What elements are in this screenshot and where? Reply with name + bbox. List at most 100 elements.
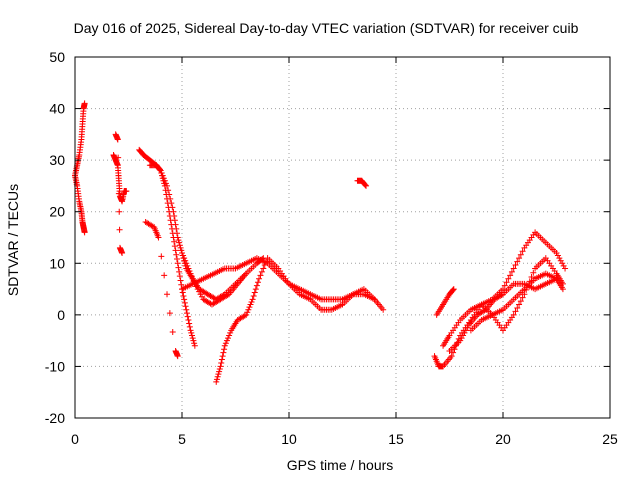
data-point: [160, 175, 167, 182]
data-point: [226, 332, 233, 339]
data-point: [176, 273, 183, 280]
data-point: [174, 255, 181, 262]
data-point: [247, 301, 254, 308]
data-point: [258, 268, 265, 275]
data-point: [186, 268, 193, 275]
data-point: [193, 283, 200, 290]
data-point: [557, 257, 564, 264]
data-point: [218, 356, 225, 363]
data-point: [553, 249, 560, 256]
data-point: [175, 264, 182, 271]
data-point: [254, 279, 261, 286]
data-point: [514, 258, 521, 265]
data-point: [512, 308, 519, 315]
data-point: [507, 272, 514, 279]
data-point: [187, 327, 194, 334]
data-point: [510, 265, 517, 272]
data-point: [81, 100, 88, 107]
y-tick-label: -20: [45, 410, 65, 426]
data-point: [170, 208, 177, 215]
data-point: [172, 247, 179, 254]
series-sat-f: [146, 162, 267, 303]
data-point: [553, 275, 560, 282]
data-point: [222, 340, 229, 347]
data-point: [215, 371, 222, 378]
data-point: [220, 349, 227, 356]
data-point: [166, 191, 173, 198]
data-point: [179, 289, 186, 296]
data-point: [500, 286, 506, 293]
axis-ticks: 0 5 10 15 20 25 -20 -10 0 10 20 30 40 50: [45, 49, 618, 447]
grid: [75, 57, 610, 418]
data-point: [115, 154, 122, 161]
data-point: [181, 299, 188, 306]
data-point: [560, 262, 567, 269]
data-point: [167, 195, 174, 202]
data-point: [508, 268, 515, 275]
series-sat-m: [440, 255, 566, 349]
y-tick-label: 0: [57, 307, 65, 323]
data-point: [562, 265, 569, 272]
data-point: [225, 335, 232, 342]
data-point: [519, 294, 526, 301]
series-sat-l: [431, 229, 569, 370]
data-point: [174, 353, 181, 360]
data-point: [250, 292, 257, 299]
series-sat-d: [112, 131, 126, 256]
y-tick-label: 30: [49, 152, 65, 168]
data-point: [161, 272, 168, 279]
data-point: [116, 208, 123, 215]
data-point: [115, 190, 122, 197]
data-point: [257, 272, 264, 279]
data-point: [248, 298, 255, 305]
data-point: [180, 292, 187, 299]
data-point: [450, 349, 457, 356]
data-point: [173, 251, 180, 258]
data-point: [517, 298, 524, 305]
data-point: [168, 200, 175, 207]
data-point: [171, 238, 178, 245]
data-point: [559, 286, 566, 293]
y-tick-label: -10: [45, 358, 65, 374]
data-point: [221, 346, 228, 353]
series-sat-e: [136, 146, 198, 349]
data-point: [530, 269, 537, 276]
data-point: [191, 340, 198, 347]
data-point: [464, 324, 471, 331]
data-point: [458, 335, 465, 342]
data-point: [505, 275, 512, 282]
data-point: [514, 304, 521, 311]
data-point: [498, 292, 505, 299]
data-point: [178, 247, 185, 254]
data-point: [213, 376, 220, 383]
x-tick-label: 0: [71, 431, 79, 447]
data-point: [164, 182, 171, 189]
data-point: [115, 172, 122, 179]
data-point: [190, 278, 197, 285]
data-point: [241, 312, 248, 319]
data-point: [188, 273, 195, 280]
series-sat-p: [467, 270, 560, 334]
data-point: [183, 310, 190, 317]
series-sat-a: [72, 100, 88, 179]
data-point: [559, 260, 566, 267]
data-point: [182, 303, 189, 310]
data-point: [181, 255, 188, 262]
data-point: [516, 301, 523, 308]
data-point: [165, 187, 172, 194]
data-point: [169, 329, 176, 336]
x-tick-label: 15: [388, 431, 404, 447]
data-point: [175, 237, 182, 244]
data-point: [450, 286, 457, 293]
data-point: [162, 180, 169, 187]
data-point: [223, 337, 230, 344]
data-point: [219, 353, 226, 360]
data-point: [244, 309, 251, 316]
data-point: [521, 291, 528, 298]
data-point: [216, 366, 223, 373]
data-point: [481, 307, 488, 314]
data-point: [252, 286, 259, 293]
data-point: [512, 262, 519, 269]
data-point: [243, 311, 250, 318]
data-point: [218, 359, 225, 366]
